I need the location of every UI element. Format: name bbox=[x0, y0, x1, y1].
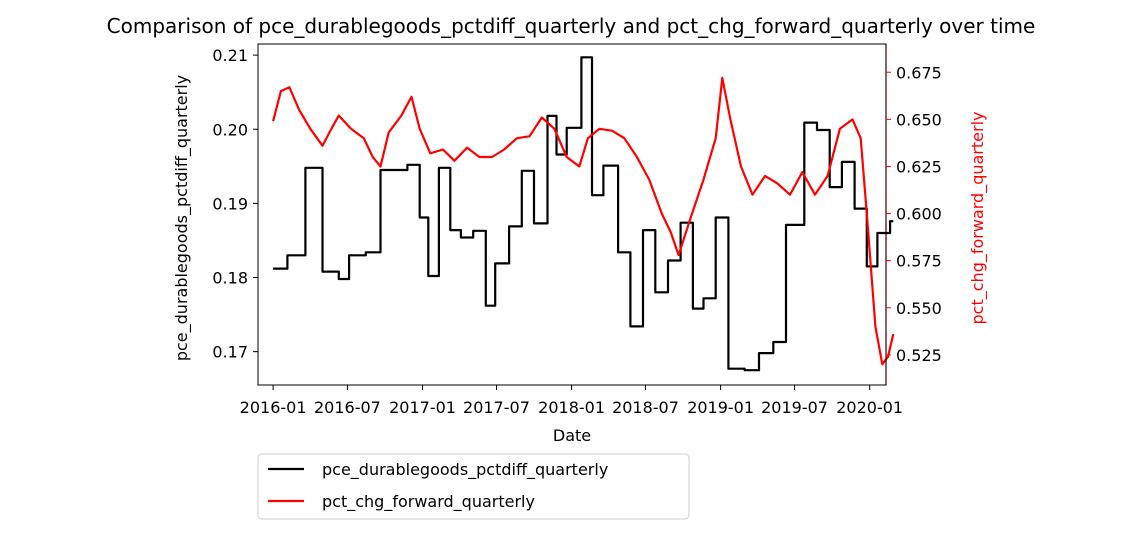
right-y-tick-label: 0.575 bbox=[896, 252, 942, 271]
x-axis-label: Date bbox=[553, 426, 591, 445]
x-tick-label: 2019-07 bbox=[761, 398, 828, 417]
left-y-tick-label: 0.21 bbox=[212, 46, 248, 65]
plot-frame bbox=[257, 43, 887, 386]
x-axis-ticks: 2016-01 2016-07 2017-01 2017-07 2018-01 2018-… bbox=[240, 385, 903, 417]
left-y-tick-label: 0.20 bbox=[212, 120, 248, 139]
x-tick-label: 2017-07 bbox=[463, 398, 530, 417]
right-y-tick-label: 0.600 bbox=[896, 205, 942, 224]
chart-title: Comparison of pce_durablegoods_pctdiff_q… bbox=[107, 14, 1036, 38]
x-tick-label: 2019-01 bbox=[687, 398, 754, 417]
left-y-axis-ticks: 0.17 0.18 0.19 0.20 0.21 bbox=[212, 46, 258, 362]
legend-label-pct-chg-forward: pct_chg_forward_quarterly bbox=[322, 492, 535, 512]
x-tick-label: 2018-07 bbox=[612, 398, 679, 417]
series-layer bbox=[272, 56, 895, 372]
x-tick-label: 2016-01 bbox=[240, 398, 307, 417]
right-y-tick-label: 0.650 bbox=[896, 110, 942, 129]
right-y-tick-label: 0.625 bbox=[896, 157, 942, 176]
right-y-axis-label: pct_chg_forward_quarterly bbox=[968, 112, 988, 325]
right-y-axis-ticks: 0.525 0.550 0.575 0.600 0.625 0.650 0.675 bbox=[886, 63, 942, 365]
x-tick-label: 2018-01 bbox=[538, 398, 605, 417]
right-y-tick-label: 0.525 bbox=[896, 346, 942, 365]
x-tick-label: 2017-01 bbox=[389, 398, 456, 417]
x-tick-label: 2020-01 bbox=[836, 398, 903, 417]
left-y-tick-label: 0.19 bbox=[212, 194, 248, 213]
right-y-tick-label: 0.550 bbox=[896, 299, 942, 318]
legend-box bbox=[257, 453, 690, 520]
right-y-tick-label: 0.675 bbox=[896, 63, 942, 82]
legend-label-pce-durablegoods: pce_durablegoods_pctdiff_quarterly bbox=[322, 460, 608, 480]
left-y-axis-label: pce_durablegoods_pctdiff_quarterly bbox=[172, 75, 192, 361]
series-line-pce-durablegoods bbox=[273, 56, 894, 372]
x-tick-label: 2016-07 bbox=[314, 398, 381, 417]
left-y-tick-label: 0.17 bbox=[212, 343, 248, 362]
legend: pce_durablegoods_pctdiff_quarterly pct_c… bbox=[257, 453, 690, 520]
series-line-pct-chg-forward bbox=[272, 76, 895, 366]
left-y-tick-label: 0.18 bbox=[212, 269, 248, 288]
